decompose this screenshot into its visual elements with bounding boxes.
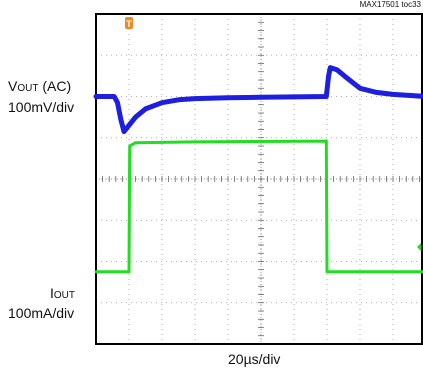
channel-1-label: VOUT (AC) bbox=[8, 78, 72, 94]
figure-tag: MAX17501 toc33 bbox=[359, 0, 421, 9]
channel-2-trace-edge bbox=[96, 140, 423, 273]
trigger-marker-label: T bbox=[126, 19, 132, 29]
channel-2-label-sub: OUT bbox=[53, 290, 75, 301]
channel-1-trace-edge bbox=[96, 66, 423, 133]
channel-2-scale: 100mA/div bbox=[8, 305, 75, 321]
channel-2-label: IOUT bbox=[50, 285, 75, 301]
channel-1-trace bbox=[93, 65, 423, 135]
channel-2-level-marker bbox=[417, 243, 421, 251]
channel-1-label-sub: OUT bbox=[17, 83, 39, 94]
time-scale-label: 20µs/div bbox=[228, 351, 281, 367]
trigger-marker bbox=[125, 17, 133, 29]
channel-2-trace bbox=[94, 139, 423, 274]
plot-frame bbox=[95, 13, 423, 345]
channel-1-scale: 100mV/div bbox=[8, 99, 75, 115]
